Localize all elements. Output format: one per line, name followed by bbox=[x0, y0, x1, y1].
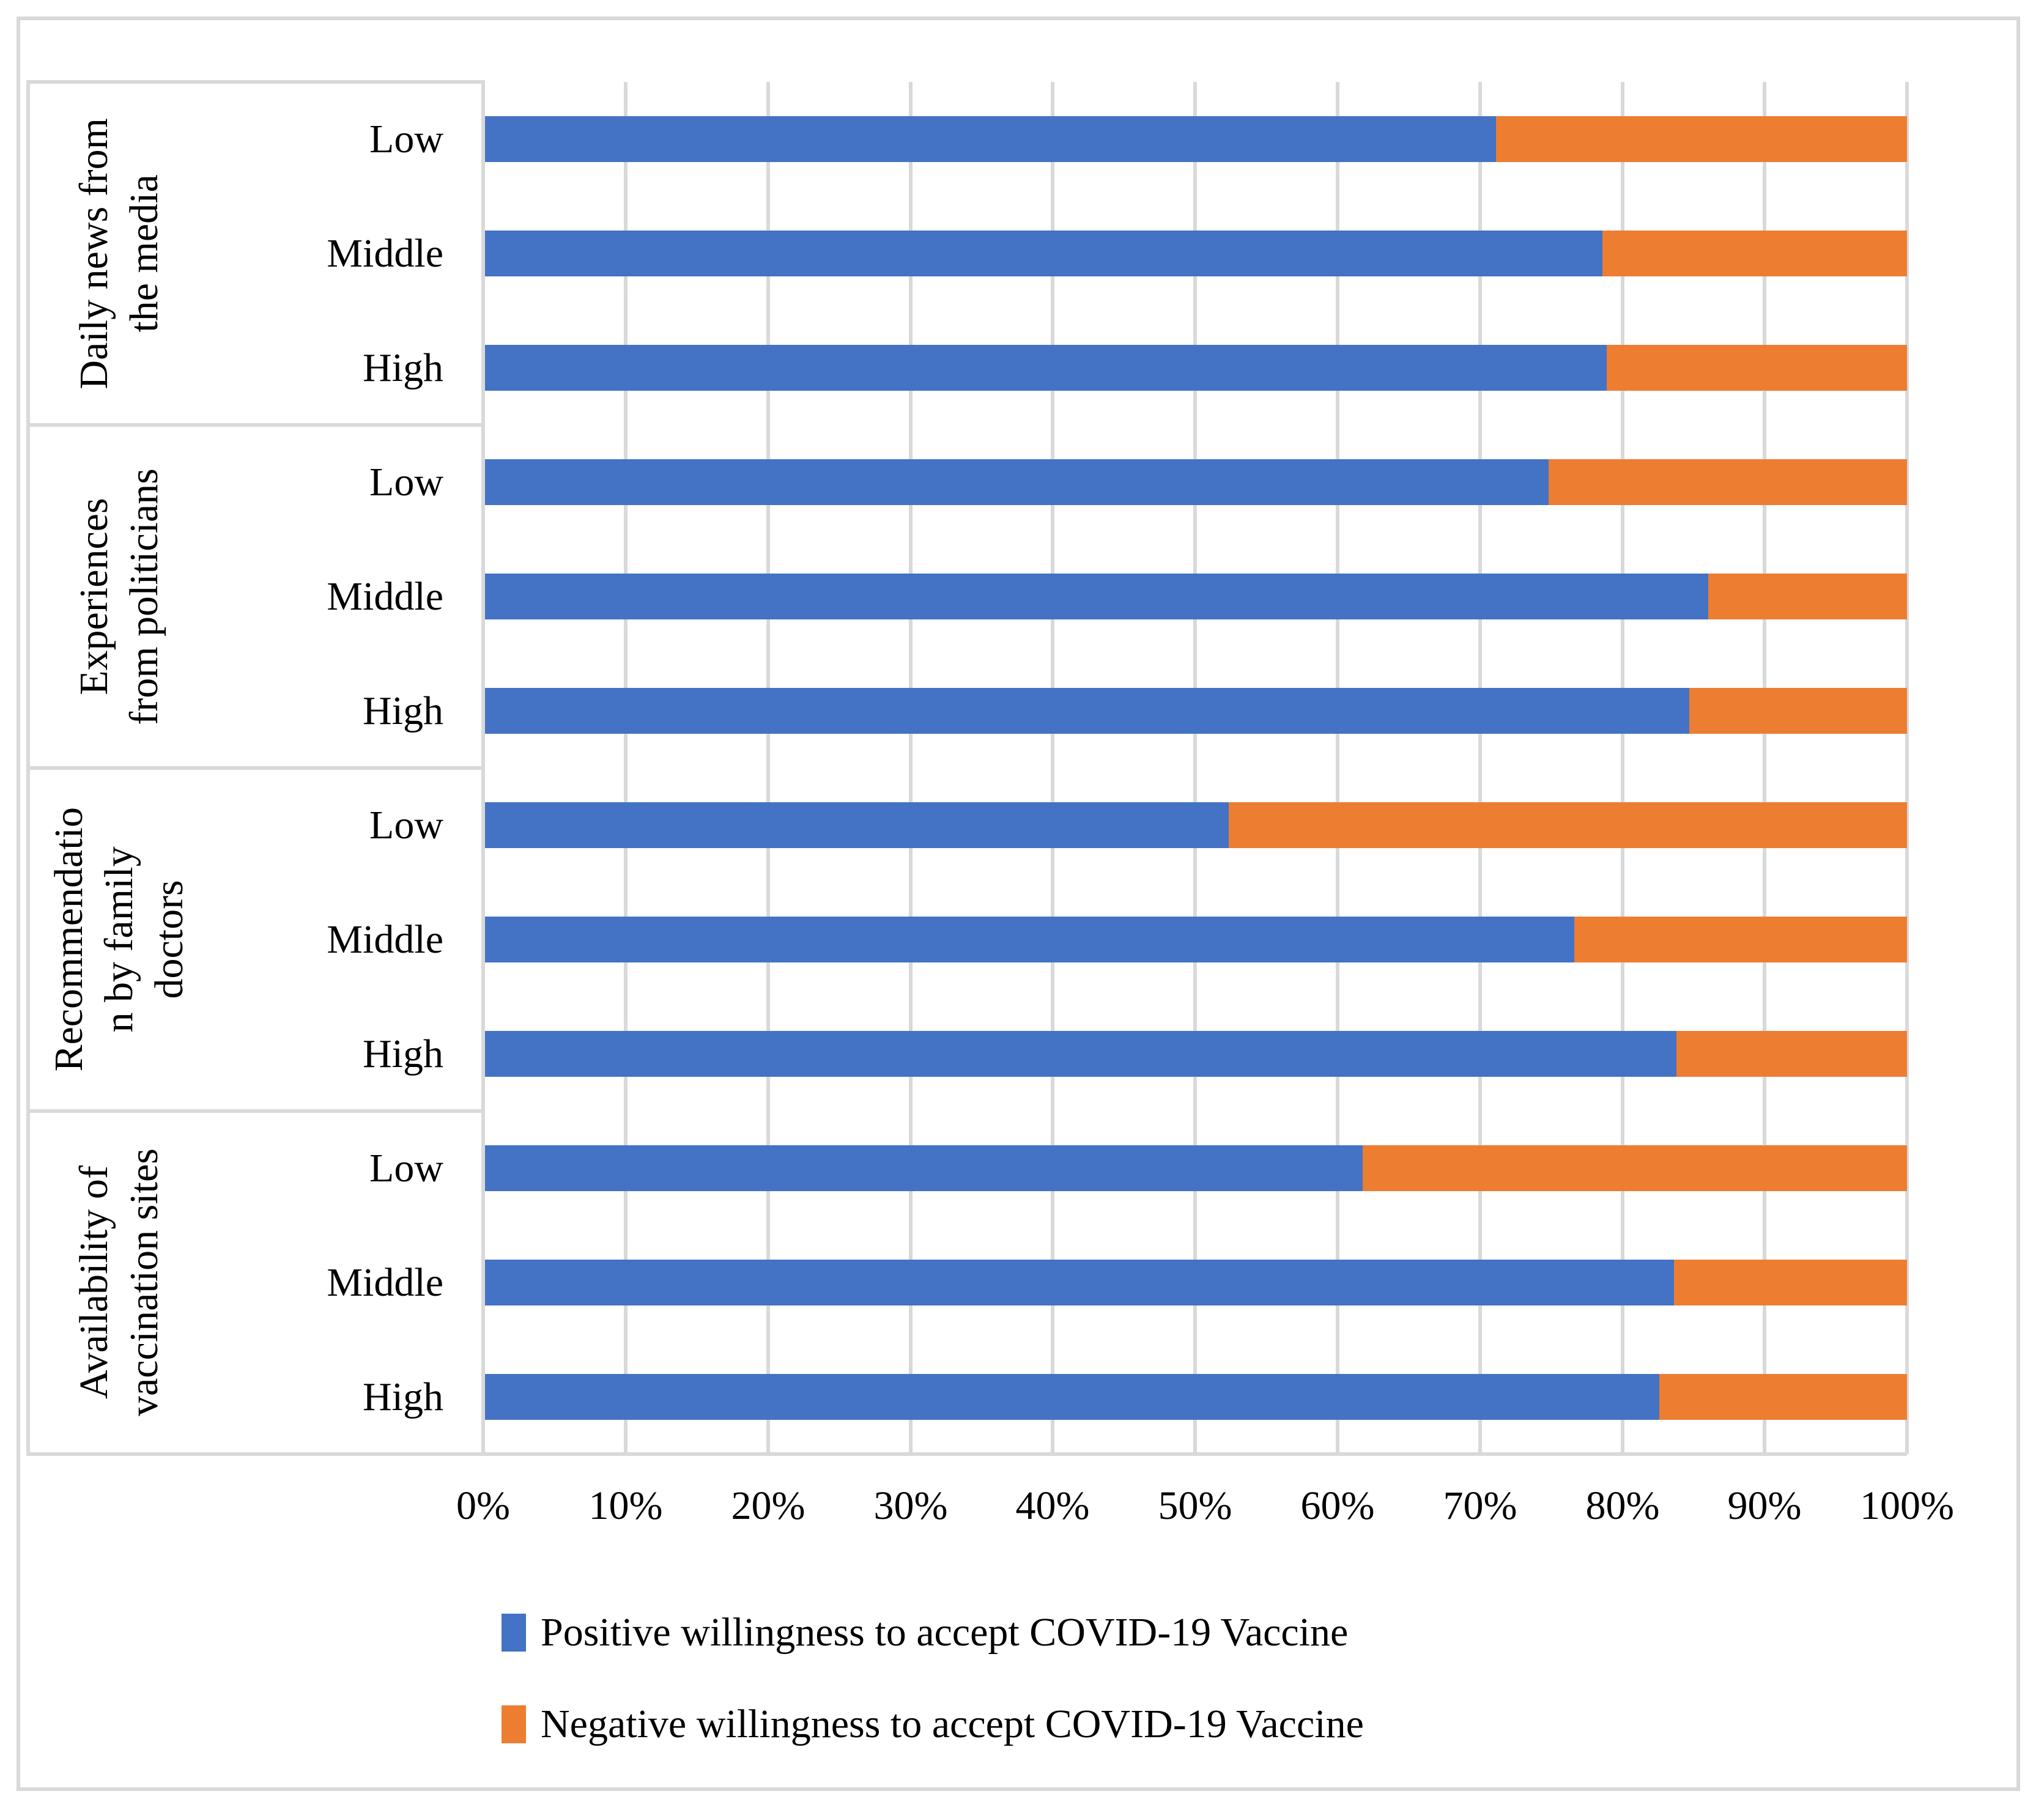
gridline-30 bbox=[909, 82, 913, 1454]
tick-label: Low bbox=[369, 117, 443, 161]
x-axis-label: 0% bbox=[456, 1483, 510, 1528]
legend-label-positive: Positive willingness to accept COVID-19 … bbox=[541, 1610, 1349, 1655]
group-separator-1 bbox=[28, 423, 485, 427]
bar-positive-segment bbox=[485, 1031, 1677, 1077]
gridline-40 bbox=[1051, 82, 1054, 1454]
bar-row-daily-news-low bbox=[485, 116, 1907, 162]
bar-positive-segment bbox=[485, 1374, 1660, 1420]
bar-positive-segment bbox=[485, 917, 1574, 962]
bar-negative-segment bbox=[1602, 231, 1907, 276]
bar-negative-segment bbox=[1496, 116, 1907, 162]
legend-item-negative: Negative willingness to accept COVID-19 … bbox=[502, 1700, 1364, 1749]
bar-row-availability-middle bbox=[485, 1260, 1907, 1305]
bar-negative-segment bbox=[1607, 345, 1907, 391]
gridline-0 bbox=[481, 82, 485, 1454]
x-axis-line bbox=[28, 1452, 1907, 1456]
bar-row-availability-high bbox=[485, 1374, 1907, 1420]
group-separator-2 bbox=[28, 766, 485, 770]
bar-row-doctors-high bbox=[485, 1031, 1907, 1077]
bar-row-doctors-low bbox=[485, 802, 1907, 848]
gridline-60 bbox=[1336, 82, 1339, 1454]
tick-label: Middle bbox=[327, 1260, 443, 1305]
x-axis-label: 50% bbox=[1158, 1483, 1232, 1528]
bar-positive-segment bbox=[485, 1260, 1674, 1305]
gridline-70 bbox=[1478, 82, 1482, 1454]
legend-swatch-negative bbox=[502, 1705, 526, 1743]
bar-positive-segment bbox=[485, 802, 1229, 848]
bar-negative-segment bbox=[1673, 1260, 1907, 1305]
figure-border bbox=[17, 17, 2020, 1791]
bar-negative-segment bbox=[1362, 1145, 1907, 1191]
legend-swatch-positive bbox=[502, 1614, 526, 1652]
group-label-daily-news: Daily news from the media bbox=[72, 117, 166, 390]
legend-label-negative: Negative willingness to accept COVID-19 … bbox=[541, 1702, 1364, 1746]
x-axis-label: 60% bbox=[1300, 1483, 1375, 1528]
bar-negative-segment bbox=[1228, 802, 1907, 848]
bar-row-daily-news-high bbox=[485, 345, 1907, 391]
bar-positive-segment bbox=[485, 1145, 1363, 1191]
tick-label: Middle bbox=[327, 917, 443, 962]
tick-label: High bbox=[363, 1375, 443, 1419]
bar-row-politicians-low bbox=[485, 459, 1907, 505]
group-separator-3 bbox=[28, 1109, 485, 1113]
bar-positive-segment bbox=[485, 231, 1603, 276]
x-axis-label: 40% bbox=[1015, 1483, 1090, 1528]
legend-item-positive: Positive willingness to accept COVID-19 … bbox=[502, 1608, 1348, 1657]
bar-negative-segment bbox=[1676, 1031, 1907, 1077]
bar-row-politicians-high bbox=[485, 688, 1907, 734]
gridline-50 bbox=[1193, 82, 1197, 1454]
tick-label: Middle bbox=[327, 574, 443, 619]
tick-label: Low bbox=[369, 803, 443, 847]
x-axis-label: 10% bbox=[588, 1483, 663, 1528]
gridline-10 bbox=[624, 82, 628, 1454]
bar-negative-segment bbox=[1708, 574, 1907, 619]
gridline-80 bbox=[1621, 82, 1624, 1454]
tick-label: Low bbox=[369, 460, 443, 504]
gridline-90 bbox=[1763, 82, 1766, 1454]
bar-positive-segment bbox=[485, 116, 1497, 162]
group-label-recommendation-doctors: Recommendatio n by family doctors bbox=[46, 807, 191, 1072]
group-label-experiences-politicians: Experiences from politicians bbox=[72, 468, 166, 725]
x-axis-label: 30% bbox=[873, 1483, 948, 1528]
bar-positive-segment bbox=[485, 574, 1708, 619]
bar-row-daily-news-middle bbox=[485, 231, 1907, 276]
tick-label: High bbox=[363, 689, 443, 733]
bar-negative-segment bbox=[1659, 1374, 1907, 1420]
bar-row-politicians-middle bbox=[485, 574, 1907, 619]
bar-negative-segment bbox=[1549, 459, 1907, 505]
x-axis-label: 20% bbox=[731, 1483, 805, 1528]
label-pane-top-border bbox=[28, 80, 485, 84]
x-axis-label: 100% bbox=[1860, 1483, 1954, 1528]
bar-row-doctors-middle bbox=[485, 917, 1907, 962]
tick-label: Middle bbox=[327, 231, 443, 276]
tick-label: High bbox=[363, 1032, 443, 1076]
tick-label: High bbox=[363, 345, 443, 390]
bar-row-availability-low bbox=[485, 1145, 1907, 1191]
tick-label: Low bbox=[369, 1146, 443, 1191]
bar-positive-segment bbox=[485, 459, 1549, 505]
group-label-availability-sites: Availability of vaccination sites bbox=[72, 1148, 166, 1417]
gridline-100 bbox=[1905, 82, 1909, 1454]
bar-negative-segment bbox=[1574, 917, 1907, 962]
x-axis-label: 70% bbox=[1443, 1483, 1517, 1528]
bar-positive-segment bbox=[485, 688, 1690, 734]
x-axis-label: 90% bbox=[1727, 1483, 1802, 1528]
bar-negative-segment bbox=[1689, 688, 1907, 734]
gridline-20 bbox=[766, 82, 770, 1454]
x-axis-label: 80% bbox=[1585, 1483, 1660, 1528]
bar-positive-segment bbox=[485, 345, 1607, 391]
